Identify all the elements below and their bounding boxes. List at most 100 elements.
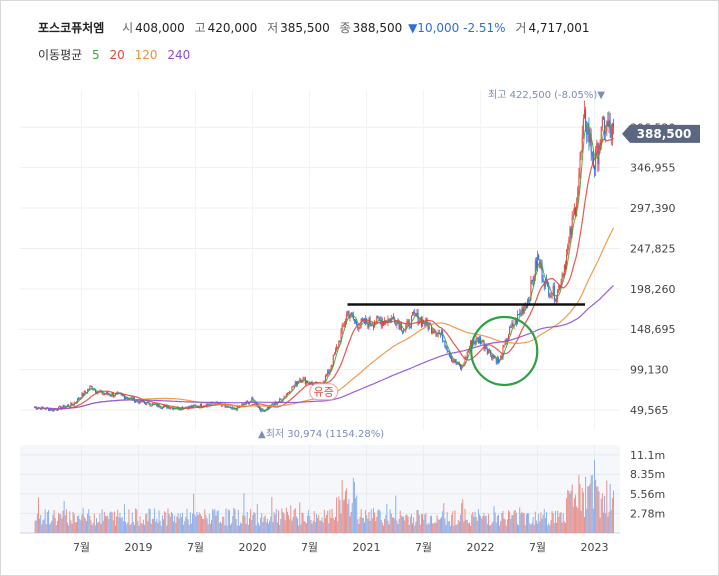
- volume-bar: [166, 525, 168, 533]
- volume-bar: [204, 509, 206, 533]
- candle-body: [413, 312, 415, 314]
- candle-body: [515, 318, 517, 324]
- volume-bar: [158, 510, 160, 533]
- volume-bar: [554, 510, 556, 533]
- volume-bar: [80, 520, 82, 533]
- volume-bar: [257, 522, 259, 533]
- volume-bar: [548, 523, 550, 533]
- close-value: 388,500: [352, 21, 403, 35]
- candle-body: [267, 407, 269, 409]
- candle-body: [530, 280, 532, 300]
- ma-20[interactable]: 20: [109, 48, 125, 62]
- volume-bar: [386, 504, 388, 533]
- volume-bar: [58, 513, 60, 533]
- moving-average-legend[interactable]: 이동평균 5 20 120 240: [38, 46, 196, 63]
- candle-body: [499, 360, 501, 362]
- candle-body: [159, 407, 161, 409]
- candle-body: [200, 403, 202, 408]
- candle-body: [600, 127, 602, 147]
- candle-body: [206, 403, 208, 407]
- volume-bar: [550, 520, 552, 533]
- volume-bar: [133, 525, 135, 533]
- volume-bar: [405, 514, 407, 533]
- candle-body: [539, 260, 541, 268]
- volume-bar: [107, 515, 109, 533]
- volume-bar: [313, 511, 315, 533]
- candle-body: [156, 403, 158, 407]
- volume-bar: [267, 523, 269, 533]
- ma-120[interactable]: 120: [134, 48, 158, 62]
- volume-bar: [126, 524, 128, 533]
- volume-bar: [314, 522, 316, 533]
- volume-bar: [209, 523, 211, 533]
- y-tick-label: 49,565: [630, 404, 669, 417]
- candle-body: [63, 405, 65, 408]
- volume-bar: [319, 520, 321, 533]
- volume-bar: [510, 518, 512, 533]
- volume-bar: [66, 522, 68, 533]
- volume-bar: [127, 522, 129, 533]
- event-badge: [309, 383, 339, 401]
- candle-body: [613, 123, 614, 127]
- candle-body: [372, 325, 374, 328]
- volume-bar: [34, 520, 36, 533]
- volume-bar: [276, 522, 278, 533]
- y-tick-label: 247,825: [630, 242, 676, 255]
- candle-body: [608, 120, 610, 127]
- volume-bar: [412, 523, 414, 533]
- volume-bar: [212, 508, 214, 533]
- volume-bar: [514, 510, 516, 533]
- candle-body: [578, 173, 580, 189]
- volume-bar: [141, 523, 143, 533]
- volume-bar: [224, 525, 226, 533]
- volume-bar: [427, 522, 429, 533]
- volume-bar: [443, 503, 445, 533]
- candle-body: [505, 340, 507, 344]
- volume-bar: [580, 510, 582, 533]
- volume-bar: [309, 516, 311, 533]
- volume-bar: [571, 484, 573, 533]
- volume-bar: [356, 495, 358, 533]
- volume-bar: [156, 518, 158, 533]
- candle-body: [345, 320, 347, 325]
- candle-body: [447, 350, 449, 352]
- volume-bar: [140, 522, 142, 533]
- candle-body: [145, 402, 147, 405]
- volume-bar: [448, 520, 450, 533]
- volume-bar: [226, 525, 228, 533]
- candle-body: [92, 389, 94, 391]
- volume-bar: [367, 518, 369, 533]
- volume-bar: [131, 512, 133, 533]
- volume-bar: [282, 511, 284, 533]
- y-tick-label: 148,695: [630, 323, 676, 336]
- candle-body: [407, 320, 409, 322]
- x-tick-label: 7월: [73, 541, 90, 554]
- candle-body: [81, 393, 83, 399]
- volume-bar: [79, 519, 81, 533]
- candle-body: [328, 371, 330, 374]
- candle-body: [59, 406, 61, 408]
- volume-bar: [110, 511, 112, 533]
- volume-bar: [273, 512, 275, 533]
- volume-bar: [256, 504, 258, 533]
- volume-bar: [198, 512, 200, 533]
- volume-bar: [529, 523, 531, 533]
- volume-bar: [89, 515, 91, 533]
- volume-bar: [208, 513, 210, 533]
- volume-bar: [474, 511, 476, 533]
- volume-bar: [439, 518, 441, 533]
- volume-bar: [582, 492, 584, 533]
- ma-5[interactable]: 5: [92, 48, 100, 62]
- ma-240[interactable]: 240: [167, 48, 191, 62]
- volume-bar: [334, 516, 336, 533]
- candle-body: [71, 403, 73, 405]
- candle-body: [566, 254, 568, 269]
- volume-bar: [594, 459, 596, 533]
- volume-bar: [310, 520, 312, 533]
- volume-bar: [264, 515, 266, 533]
- volume-bar: [417, 510, 419, 533]
- volume-bar: [51, 520, 53, 533]
- candle-body: [149, 404, 151, 406]
- volume-bar: [69, 511, 71, 533]
